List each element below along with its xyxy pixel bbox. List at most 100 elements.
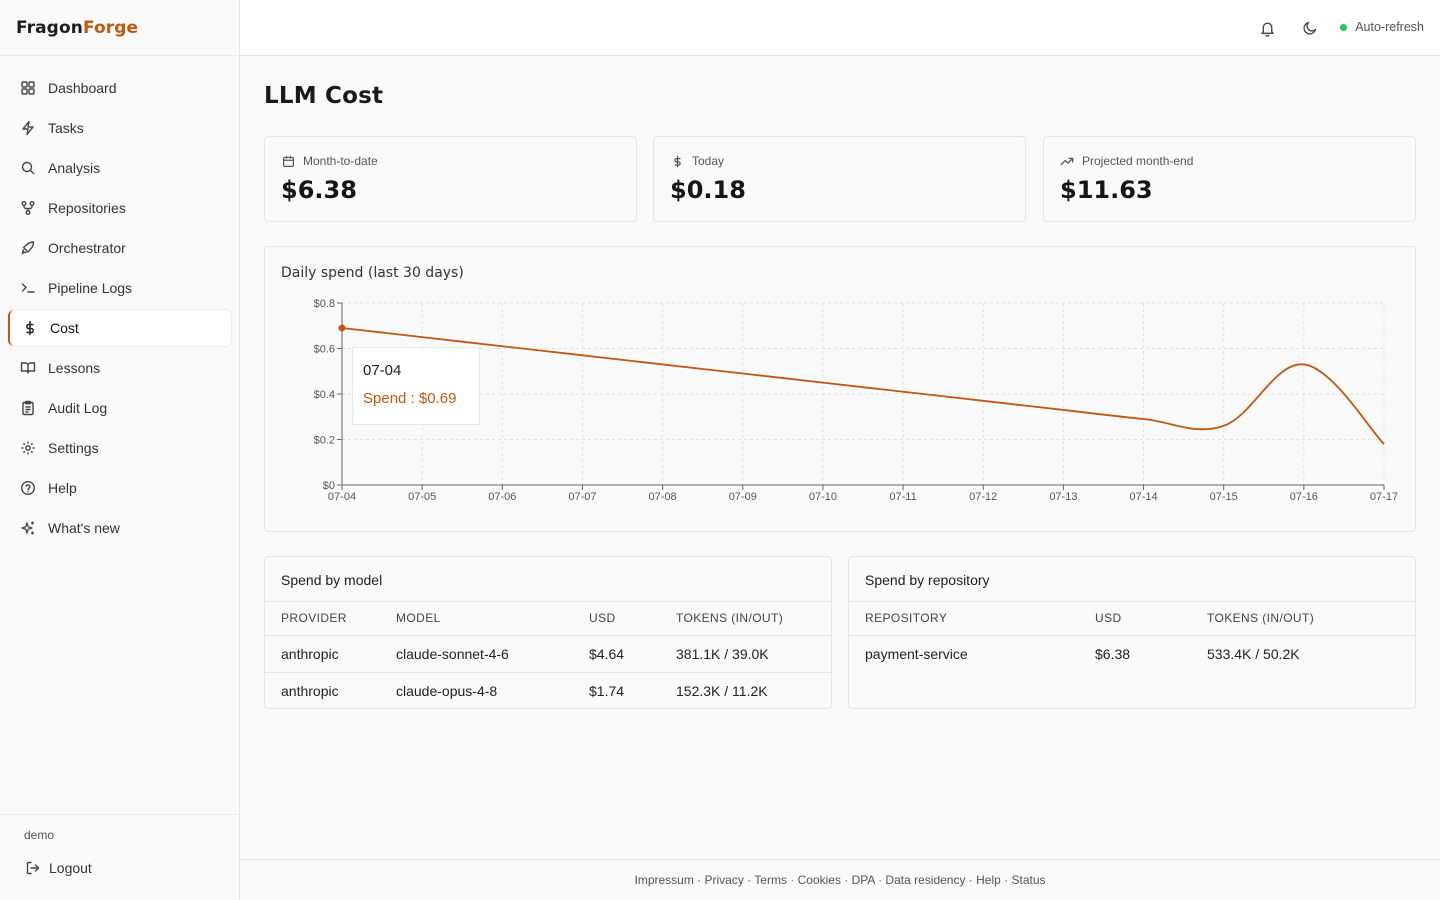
sidebar-item-label: Repositories	[48, 200, 126, 216]
cell-tokens: 533.4K / 50.2K	[1207, 645, 1300, 662]
brand-name-part2: Forge	[82, 17, 139, 38]
card-value: $0.18	[670, 176, 746, 204]
column-header: MODEL	[380, 602, 573, 636]
cell-usd: $1.74	[589, 682, 625, 699]
summary-cards: Month-to-date $6.38 Today $0.18 Projecte…	[264, 136, 1416, 222]
logout-button[interactable]: Logout	[0, 842, 239, 877]
column-header: USD	[573, 602, 660, 636]
sidebar-item-tasks[interactable]: Tasks	[8, 110, 231, 146]
x-tick-label: 07-13	[1049, 491, 1077, 503]
x-tick-label: 07-11	[889, 491, 916, 503]
table-title: Spend by repository	[849, 557, 1415, 602]
x-tick-label: 07-07	[568, 491, 596, 503]
y-tick-label: $0.6	[314, 344, 335, 356]
sidebar-item-whats-new[interactable]: What's new	[8, 510, 231, 546]
series-line	[341, 327, 1385, 445]
book-open-icon	[19, 359, 37, 377]
sparkles-icon	[19, 519, 37, 537]
sidebar-item-pipeline-logs[interactable]: Pipeline Logs	[8, 270, 231, 306]
brand-name-part1: Fragon	[16, 17, 83, 38]
cell-usd: $4.64	[573, 635, 660, 673]
layout-grid-icon	[19, 79, 37, 97]
sidebar-item-label: Dashboard	[48, 80, 117, 96]
spend-by-model-card: Spend by model PROVIDER MODEL USD TOKENS…	[264, 556, 832, 709]
sidebar-item-audit-log[interactable]: Audit Log	[8, 390, 231, 426]
sidebar-nav: Dashboard Tasks Analysis Repositories Or…	[0, 56, 239, 546]
card-value: $6.38	[281, 176, 357, 204]
status-dot	[1340, 23, 1348, 31]
auto-refresh-toggle[interactable]: Auto-refresh	[1340, 20, 1424, 34]
cell-model: claude-sonnet-4-6	[380, 635, 573, 673]
sidebar-item-help[interactable]: Help	[8, 470, 231, 506]
sidebar-item-label: What's new	[48, 520, 120, 536]
current-user: demo	[24, 828, 55, 842]
sidebar-item-analysis[interactable]: Analysis	[8, 150, 231, 186]
calendar-icon	[281, 154, 295, 168]
footer-links[interactable]: Impressum · Privacy · Terms · Cookies · …	[240, 859, 1440, 900]
y-tick-label: $0.4	[314, 389, 335, 401]
moon-icon[interactable]	[1301, 19, 1319, 37]
sidebar-footer: demo Logout	[0, 814, 239, 900]
brand-logo[interactable]: Fragon Forge	[0, 0, 239, 56]
sidebar-item-label: Analysis	[48, 160, 101, 176]
card-value: $11.63	[1060, 176, 1153, 204]
x-tick-label: 07-09	[729, 491, 757, 503]
today-card: Today $0.18	[653, 136, 1026, 222]
sidebar-item-label: Settings	[48, 440, 99, 456]
cell-provider: anthropic	[265, 635, 380, 673]
x-tick-label: 07-10	[809, 491, 837, 503]
clipboard-list-icon	[19, 399, 37, 417]
table-row: anthropic claude-opus-4-8 $1.74 152.3K /…	[265, 672, 831, 709]
spend-by-repository-card: Spend by repository REPOSITORY USD TOKEN…	[848, 556, 1416, 709]
top-bar: Auto-refresh	[240, 0, 1440, 56]
sidebar-item-settings[interactable]: Settings	[8, 430, 231, 466]
x-tick-label: 07-04	[328, 491, 356, 503]
sidebar-item-repositories[interactable]: Repositories	[8, 190, 231, 226]
projected-card: Projected month-end $11.63	[1043, 136, 1416, 222]
y-tick-label: $0	[323, 480, 335, 492]
terminal-icon	[19, 279, 37, 297]
table-row: anthropic claude-sonnet-4-6 $4.64 381.1K…	[265, 635, 831, 673]
column-header: PROVIDER	[265, 602, 380, 636]
help-circle-icon	[19, 479, 37, 497]
dollar-icon	[21, 319, 39, 337]
cell-tokens: 152.3K / 11.2K	[676, 682, 768, 699]
sidebar-item-label: Help	[48, 480, 77, 496]
column-header: REPOSITORY	[849, 602, 1079, 636]
card-label: Today	[692, 154, 725, 168]
sidebar-item-label: Pipeline Logs	[48, 280, 133, 296]
sidebar-item-lessons[interactable]: Lessons	[8, 350, 231, 386]
logout-label: Logout	[49, 860, 92, 876]
chart-tooltip: 07-04 Spend : $0.69	[352, 347, 480, 425]
spend-by-repository-table: REPOSITORY USD TOKENS (IN/OUT) payment-s…	[849, 602, 1415, 672]
sidebar-item-orchestrator[interactable]: Orchestrator	[8, 230, 231, 266]
sidebar-item-label: Cost	[50, 320, 79, 336]
sidebar-item-label: Orchestrator	[48, 240, 126, 256]
rocket-icon	[19, 239, 37, 257]
card-label: Projected month-end	[1082, 154, 1194, 168]
auto-refresh-label: Auto-refresh	[1355, 20, 1424, 34]
trending-up-icon	[1060, 154, 1074, 168]
x-tick-label: 07-08	[649, 491, 677, 503]
sidebar-item-label: Lessons	[48, 360, 101, 376]
tooltip-value: Spend : $0.69	[363, 390, 457, 407]
y-tick-label: $0.2	[314, 435, 335, 447]
gear-icon	[19, 439, 37, 457]
dollar-icon	[670, 154, 684, 168]
git-fork-icon	[19, 199, 37, 217]
bell-icon[interactable]	[1258, 19, 1276, 37]
column-header: USD	[1079, 602, 1191, 636]
data-point	[338, 324, 346, 332]
y-tick-label: $0.8	[314, 298, 335, 310]
sidebar-item-cost[interactable]: Cost	[8, 310, 231, 346]
x-tick-label: 07-12	[969, 491, 997, 503]
x-tick-label: 07-14	[1129, 491, 1157, 503]
table-title: Spend by model	[265, 557, 831, 602]
cell-usd: $6.38	[1095, 645, 1131, 662]
sidebar-item-dashboard[interactable]: Dashboard	[8, 70, 231, 106]
page-title: LLM Cost	[264, 83, 384, 109]
x-tick-label: 07-17	[1370, 491, 1398, 503]
x-tick-label: 07-16	[1290, 491, 1318, 503]
x-tick-label: 07-05	[408, 491, 436, 503]
cell-repository: payment-service	[865, 645, 968, 662]
